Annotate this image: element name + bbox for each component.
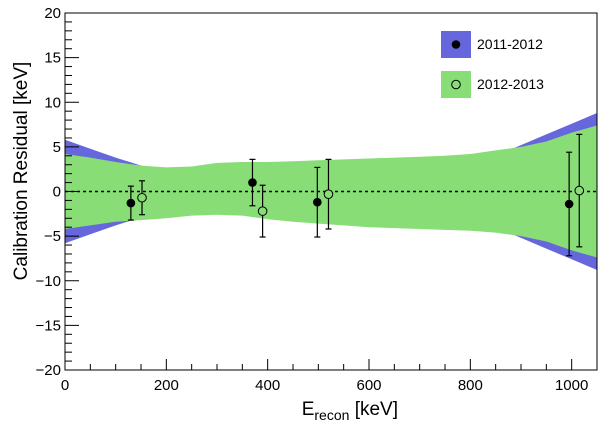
y-tick-label: −10 [36, 273, 61, 290]
y-axis-label: Calibration Residual [keV] [11, 62, 32, 281]
data-point-2011-2012-2 [248, 158, 257, 207]
legend-label-2012-2013: 2012-2013 [477, 76, 544, 92]
x-tick-label: 800 [458, 377, 483, 394]
data-point-2011-2012-3 [313, 166, 322, 238]
legend-swatch-2012-2013 [441, 71, 471, 98]
point-marker [323, 189, 334, 199]
legend-marker-2011-2012 [451, 40, 461, 49]
y-tick-label: 10 [44, 94, 61, 111]
legend-marker-2012-2013 [451, 79, 461, 90]
y-tick-label: −15 [36, 317, 61, 334]
x-axis-label-main: E [302, 399, 315, 420]
y-tick-label: 15 [44, 50, 61, 67]
y-tick-label: 20 [44, 5, 61, 22]
data-point-2012-2013-1 [137, 180, 147, 216]
data-point-2012-2013-4 [574, 133, 585, 248]
point-marker [257, 206, 268, 216]
y-tick-label: −20 [36, 362, 61, 379]
x-tick-label: 200 [154, 377, 179, 394]
y-tick-label: 0 [53, 184, 61, 201]
x-axis-label: Erecon [keV] [302, 399, 398, 423]
point-marker [564, 199, 574, 209]
data-points [126, 133, 585, 257]
point-marker [137, 192, 147, 203]
y-tick-label: 5 [53, 139, 61, 156]
x-tick-label: 400 [255, 377, 280, 394]
point-marker [248, 178, 257, 187]
x-tick-label: 0 [61, 377, 69, 394]
x-tick-label: 1000 [555, 377, 588, 394]
point-marker [126, 198, 136, 208]
y-tick-label: −5 [44, 228, 61, 245]
data-point-2011-2012-4 [564, 151, 574, 257]
legend-label-2011-2012: 2011-2012 [477, 36, 543, 52]
data-point-2011-2012-1 [126, 185, 136, 221]
x-tick-label: 600 [356, 377, 381, 394]
x-axis-label-subscript: recon [314, 407, 349, 423]
axis-ticks [64, 12, 598, 371]
data-point-2012-2013-2 [257, 184, 268, 238]
x-axis-label-unit: [keV] [349, 399, 398, 420]
point-marker [313, 197, 322, 207]
point-marker [574, 185, 585, 196]
legend: 2011-2012 2012-2013 [441, 31, 544, 98]
data-point-2012-2013-3 [323, 158, 334, 230]
